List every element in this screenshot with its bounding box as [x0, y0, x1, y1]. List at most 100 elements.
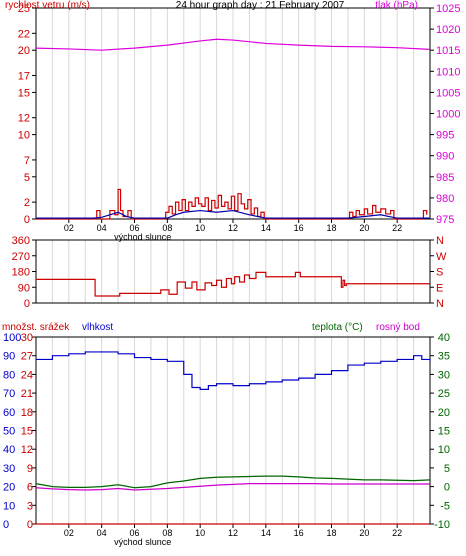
x-tick-label: 14 [261, 223, 271, 233]
temp-tick-label: 25 [438, 388, 450, 400]
x-tick-label: 08 [162, 223, 172, 233]
compass-label: E [436, 282, 443, 294]
temp-tick-label: 20 [438, 407, 450, 419]
temp-tick-label: 5 [444, 463, 450, 475]
x-tick-label: 06 [129, 528, 139, 538]
y-tick-label-left: 2 [24, 197, 30, 209]
x-tick-label: 04 [97, 223, 107, 233]
sunrise-label: východ slunce [114, 232, 171, 242]
precip-tick-label: 0 [27, 519, 33, 531]
x-tick-label: 14 [261, 528, 271, 538]
x-tick-label: 16 [294, 528, 304, 538]
y-tick-label-right: 995 [436, 130, 454, 142]
y-tick-label-left: 0 [24, 214, 30, 226]
x-tick-label: 04 [97, 528, 107, 538]
x-tick-label: 02 [64, 223, 74, 233]
compass-label: W [436, 251, 447, 263]
temp-tick-label: 0 [444, 482, 450, 494]
temp-tick-label: -5 [440, 500, 450, 512]
humidity-tick-label: 20 [3, 482, 15, 494]
humidity-tick-label: 90 [3, 351, 15, 363]
humidity-tick-label: 100 [3, 332, 21, 344]
wind-pressure-panel: 0257101215172022259759809859909951000100… [5, 0, 460, 242]
y-tick-label-right: 980 [436, 193, 454, 205]
x-tick-label: 20 [359, 223, 369, 233]
temp-tick-label: 15 [438, 426, 450, 438]
y-tick-label-left: 10 [18, 130, 30, 142]
y-tick-label-left: 5 [24, 172, 30, 184]
y-tick-label-right: 1025 [436, 3, 460, 15]
temp-tick-label: 40 [438, 332, 450, 344]
humidity-tick-label: 40 [3, 444, 15, 456]
x-tick-label: 16 [294, 223, 304, 233]
temp-tick-label: 35 [438, 351, 450, 363]
y-tick-label-right: 1010 [436, 66, 460, 78]
precip-tick-label: 30 [21, 332, 33, 344]
y-tick-label-left: 20 [18, 45, 30, 57]
y-tick-label-left: 90 [18, 282, 30, 294]
y-tick-label-right: 975 [436, 214, 454, 226]
precip-tick-label: 24 [21, 369, 33, 381]
wind-direction-line [36, 271, 430, 297]
precip-tick-label: 9 [27, 463, 33, 475]
x-tick-label: 10 [195, 223, 205, 233]
pressure-line [35, 38, 431, 51]
precip-tick-label: 21 [21, 388, 33, 400]
compass-label: N [436, 298, 444, 310]
sunrise-label: východ slunce [114, 537, 171, 547]
y-tick-label-right: 990 [436, 151, 454, 163]
humidity-tick-label: 0 [3, 519, 9, 531]
wind-avg-line [36, 209, 430, 219]
y-tick-label-left: 180 [12, 267, 30, 279]
temp-tick-label: 10 [438, 444, 450, 456]
temp-tick-label: 30 [438, 369, 450, 381]
y-tick-label-left: 25 [18, 3, 30, 15]
x-tick-label: 22 [392, 223, 402, 233]
humidity-tick-label: 50 [3, 426, 15, 438]
y-tick-label-left: 15 [18, 87, 30, 99]
x-tick-label: 22 [392, 528, 402, 538]
y-tick-label-left: 22 [18, 28, 30, 40]
precip-tick-label: 6 [27, 482, 33, 494]
humidity-tick-label: 80 [3, 369, 15, 381]
y-tick-label-right: 1015 [436, 45, 460, 57]
temperature-axis-title: teplota (°C) [312, 322, 363, 333]
y-tick-label-left: 270 [12, 251, 30, 263]
precip-axis-title: množst. srážek [2, 322, 70, 333]
y-tick-label-left: 7 [24, 155, 30, 167]
y-tick-label-left: 12 [18, 113, 30, 125]
y-tick-label-left: 360 [12, 235, 30, 247]
x-tick-label: 18 [326, 223, 336, 233]
humidity-tick-label: 30 [3, 463, 15, 475]
humidity-axis-title: vlhkost [82, 322, 113, 333]
humidity-tick-label: 70 [3, 388, 15, 400]
humidity-line [36, 351, 431, 390]
y-tick-label-right: 1020 [436, 24, 460, 36]
right-axis-title: tlak (hPa) [375, 0, 418, 11]
precip-tick-label: 3 [27, 500, 33, 512]
precip-tick-label: 12 [21, 444, 33, 456]
y-tick-label-right: 1000 [436, 109, 460, 121]
y-tick-label-right: 985 [436, 172, 454, 184]
chart-title: 24 hour graph day : 21 February 2007 [176, 0, 345, 11]
humidity-tick-label: 60 [3, 407, 15, 419]
y-tick-label-left: 17 [18, 71, 30, 83]
left-axis-title: rychlost vetru (m/s) [5, 0, 90, 11]
x-tick-label: 10 [195, 528, 205, 538]
x-tick-label: 06 [129, 223, 139, 233]
temperature-line [35, 475, 431, 489]
temp-tick-label: -10 [434, 519, 450, 531]
x-tick-label: 12 [228, 223, 238, 233]
y-tick-label-right: 1005 [436, 87, 460, 99]
compass-label: N [436, 235, 444, 247]
dewpoint-axis-title: rosný bod [376, 322, 420, 333]
x-tick-label: 18 [326, 528, 336, 538]
x-tick-label: 20 [359, 528, 369, 538]
x-tick-label: 02 [64, 528, 74, 538]
x-tick-label: 12 [228, 528, 238, 538]
precip-tick-label: 27 [21, 351, 33, 363]
y-tick-label-left: 0 [24, 298, 30, 310]
wind-speed-line [36, 188, 428, 220]
